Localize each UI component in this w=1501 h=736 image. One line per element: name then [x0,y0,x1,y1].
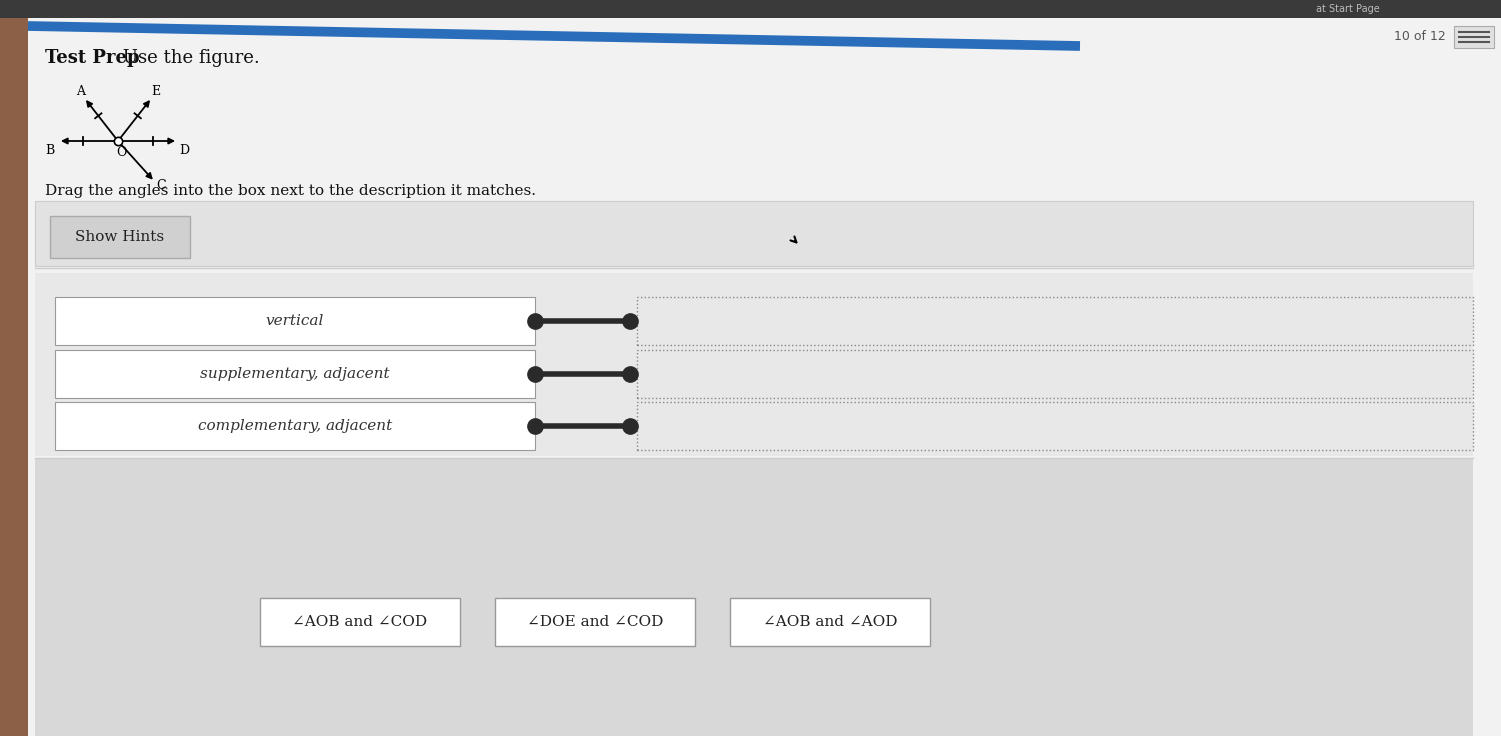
FancyBboxPatch shape [0,0,1501,18]
FancyBboxPatch shape [729,598,931,646]
FancyBboxPatch shape [56,297,534,345]
Text: Show Hints: Show Hints [75,230,165,244]
Text: A: A [75,85,84,98]
Text: supplementary, adjacent: supplementary, adjacent [200,367,390,381]
Text: Use the figure.: Use the figure. [117,49,260,67]
FancyBboxPatch shape [636,350,1472,398]
FancyBboxPatch shape [0,18,29,736]
FancyBboxPatch shape [260,598,459,646]
Text: ∠DOE and ∠COD: ∠DOE and ∠COD [527,615,663,629]
FancyBboxPatch shape [1454,26,1493,48]
Text: vertical: vertical [266,314,324,328]
FancyBboxPatch shape [35,273,1472,456]
FancyBboxPatch shape [495,598,695,646]
Text: ∠AOB and ∠AOD: ∠AOB and ∠AOD [763,615,898,629]
FancyBboxPatch shape [35,201,1472,266]
Text: C: C [156,180,165,192]
FancyBboxPatch shape [636,402,1472,450]
FancyBboxPatch shape [636,297,1472,345]
Text: Drag the angles into the box next to the description it matches.: Drag the angles into the box next to the… [45,184,536,198]
Text: E: E [152,85,161,98]
Text: D: D [179,144,189,158]
FancyBboxPatch shape [56,350,534,398]
Text: B: B [45,144,54,158]
Text: complementary, adjacent: complementary, adjacent [198,419,392,433]
Text: O: O [116,146,126,160]
FancyBboxPatch shape [35,458,1472,736]
FancyBboxPatch shape [56,402,534,450]
FancyBboxPatch shape [50,216,191,258]
Text: at Start Page: at Start Page [1316,4,1379,14]
Text: 10 of 12: 10 of 12 [1394,29,1445,43]
FancyBboxPatch shape [29,18,1501,736]
Text: ∠AOB and ∠COD: ∠AOB and ∠COD [293,615,428,629]
Text: Test Prep: Test Prep [45,49,140,67]
